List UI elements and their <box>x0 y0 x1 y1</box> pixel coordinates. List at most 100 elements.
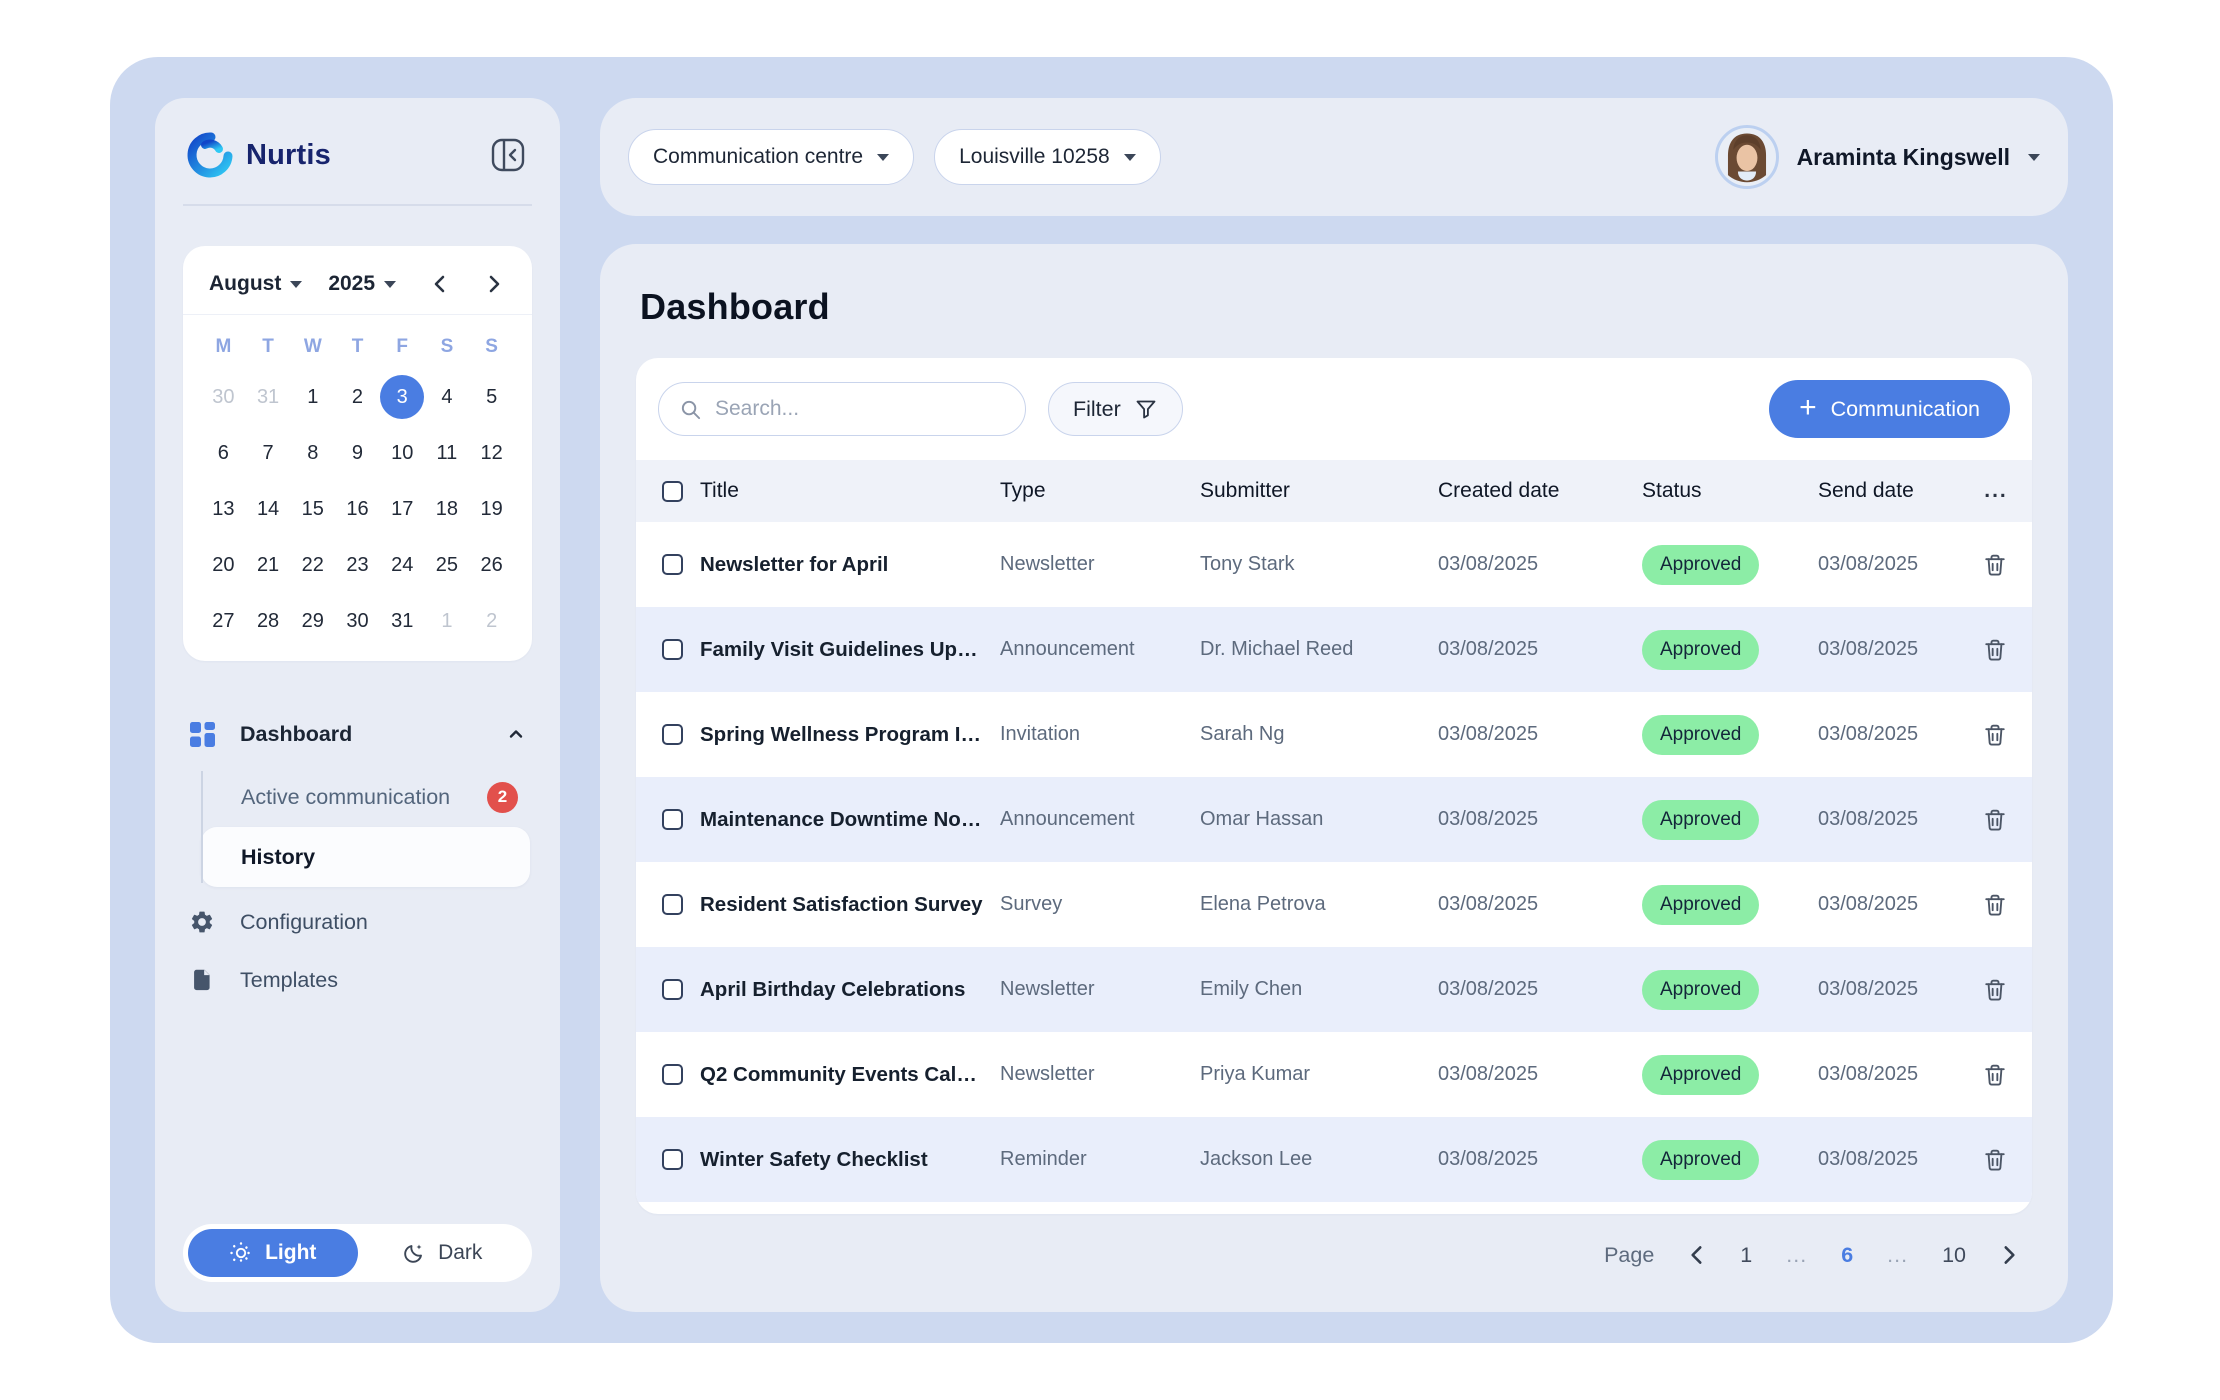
calendar-day[interactable]: 30 <box>201 369 246 425</box>
year-select[interactable]: 2025 <box>328 272 397 296</box>
sidebar-item-history[interactable]: History <box>201 827 530 887</box>
delete-button[interactable] <box>1981 975 2011 1005</box>
month-select[interactable]: August <box>209 272 303 296</box>
calendar-day[interactable]: 30 <box>335 593 380 649</box>
sidebar-item-dashboard[interactable]: Dashboard <box>183 705 532 763</box>
weekday-label: W <box>303 336 322 357</box>
delete-button[interactable] <box>1981 805 2011 835</box>
calendar-day[interactable]: 1 <box>425 593 470 649</box>
calendar-day[interactable]: 22 <box>290 537 335 593</box>
calendar-day[interactable]: 10 <box>380 425 425 481</box>
calendar-day[interactable]: 21 <box>246 537 291 593</box>
light-mode-button[interactable]: Light <box>188 1229 358 1277</box>
row-created-date: 03/08/2025 <box>1438 808 1539 830</box>
calendar-day[interactable]: 26 <box>469 537 514 593</box>
calendar-day[interactable]: 28 <box>246 593 291 649</box>
delete-button[interactable] <box>1981 720 2011 750</box>
table-row[interactable]: Newsletter for April Newsletter Tony Sta… <box>636 522 2032 607</box>
templates-icon <box>189 967 216 994</box>
calendar-day[interactable]: 31 <box>246 369 291 425</box>
row-checkbox[interactable] <box>662 724 683 745</box>
calendar-day[interactable]: 11 <box>425 425 470 481</box>
new-communication-button[interactable]: + Communication <box>1769 380 2010 438</box>
row-checkbox[interactable] <box>662 809 683 830</box>
location-select[interactable]: Louisville 10258 <box>934 129 1161 185</box>
dark-mode-button[interactable]: Dark <box>358 1229 528 1277</box>
table-row[interactable]: Maintenance Downtime Notice Announcement… <box>636 777 2032 862</box>
calendar-day[interactable]: 23 <box>335 537 380 593</box>
page-prev-button[interactable] <box>1684 1242 1710 1268</box>
calendar-day[interactable]: 17 <box>380 481 425 537</box>
row-type: Survey <box>1000 893 1063 915</box>
table-row[interactable]: Winter Safety Checklist Reminder Jackson… <box>636 1117 2032 1202</box>
calendar-day[interactable]: 12 <box>469 425 514 481</box>
calendar-day[interactable]: 25 <box>425 537 470 593</box>
calendar-day[interactable]: 24 <box>380 537 425 593</box>
calendar-day[interactable]: 16 <box>335 481 380 537</box>
calendar-day[interactable]: 13 <box>201 481 246 537</box>
delete-button[interactable] <box>1981 635 2011 665</box>
calendar-day[interactable]: 3 <box>380 369 425 425</box>
row-checkbox[interactable] <box>662 554 683 575</box>
row-type: Reminder <box>1000 1148 1087 1170</box>
table-row[interactable]: April Birthday Celebrations Newsletter E… <box>636 947 2032 1032</box>
row-checkbox[interactable] <box>662 1064 683 1085</box>
calendar-day[interactable]: 19 <box>469 481 514 537</box>
day-number: 5 <box>486 385 498 408</box>
calendar-day[interactable]: 5 <box>469 369 514 425</box>
table-row[interactable]: Family Visit Guidelines Update Announcem… <box>636 607 2032 692</box>
calendar-day[interactable]: 20 <box>201 537 246 593</box>
sidebar-divider <box>183 204 532 206</box>
calendar-day[interactable]: 14 <box>246 481 291 537</box>
user-menu[interactable]: Araminta Kingswell <box>1714 125 2040 189</box>
calendar-day[interactable]: 31 <box>380 593 425 649</box>
calendar-day[interactable]: 9 <box>335 425 380 481</box>
header-title: Title <box>700 479 739 502</box>
calendar-day[interactable]: 6 <box>201 425 246 481</box>
table-row[interactable]: Spring Wellness Program Invite Invitatio… <box>636 692 2032 777</box>
new-communication-label: Communication <box>1830 396 1980 421</box>
sidebar-item-templates[interactable]: Templates <box>183 951 532 1009</box>
calendar-day[interactable]: 8 <box>290 425 335 481</box>
communication-centre-select[interactable]: Communication centre <box>628 129 915 185</box>
table-row[interactable]: Q2 Community Events Calendar Newsletter … <box>636 1032 2032 1117</box>
day-number: 20 <box>212 553 235 576</box>
calendar-day[interactable]: 2 <box>335 369 380 425</box>
trash-icon <box>1985 639 2005 661</box>
page-next-button[interactable] <box>1996 1242 2022 1268</box>
delete-button[interactable] <box>1981 550 2011 580</box>
row-checkbox[interactable] <box>662 894 683 915</box>
delete-button[interactable] <box>1981 890 2011 920</box>
calendar-prev-button[interactable] <box>428 272 452 296</box>
search-input[interactable] <box>715 397 1005 421</box>
header-more[interactable]: ... <box>1984 479 2008 502</box>
row-checkbox[interactable] <box>662 1149 683 1170</box>
collapse-sidebar-button[interactable] <box>488 135 528 175</box>
calendar-day[interactable]: 1 <box>290 369 335 425</box>
calendar-next-button[interactable] <box>482 272 506 296</box>
calendar-day[interactable]: 29 <box>290 593 335 649</box>
page-number[interactable]: 6 <box>1841 1242 1854 1267</box>
calendar-day[interactable]: 7 <box>246 425 291 481</box>
sidebar-item-configuration[interactable]: Configuration <box>183 893 532 951</box>
delete-button[interactable] <box>1981 1145 2011 1175</box>
weekday-label: F <box>396 336 408 357</box>
delete-button[interactable] <box>1981 1060 2011 1090</box>
calendar-day[interactable]: 15 <box>290 481 335 537</box>
page-number[interactable]: 1 <box>1740 1242 1753 1267</box>
row-submitter: Elena Petrova <box>1200 893 1326 915</box>
table-row[interactable]: Resident Satisfaction Survey Survey Elen… <box>636 862 2032 947</box>
select-all-checkbox[interactable] <box>662 480 683 502</box>
sidebar-item-active-communication[interactable]: Active communication 2 <box>201 767 532 827</box>
page-number[interactable]: ... <box>1887 1242 1909 1267</box>
calendar-day[interactable]: 4 <box>425 369 470 425</box>
calendar-day[interactable]: 18 <box>425 481 470 537</box>
calendar-day[interactable]: 27 <box>201 593 246 649</box>
calendar-day[interactable]: 2 <box>469 593 514 649</box>
filter-button[interactable]: Filter <box>1048 382 1183 436</box>
page-number[interactable]: ... <box>1786 1242 1808 1267</box>
row-send-date: 03/08/2025 <box>1818 638 1919 660</box>
page-number[interactable]: 10 <box>1942 1242 1966 1267</box>
row-checkbox[interactable] <box>662 639 683 660</box>
row-checkbox[interactable] <box>662 979 683 1000</box>
